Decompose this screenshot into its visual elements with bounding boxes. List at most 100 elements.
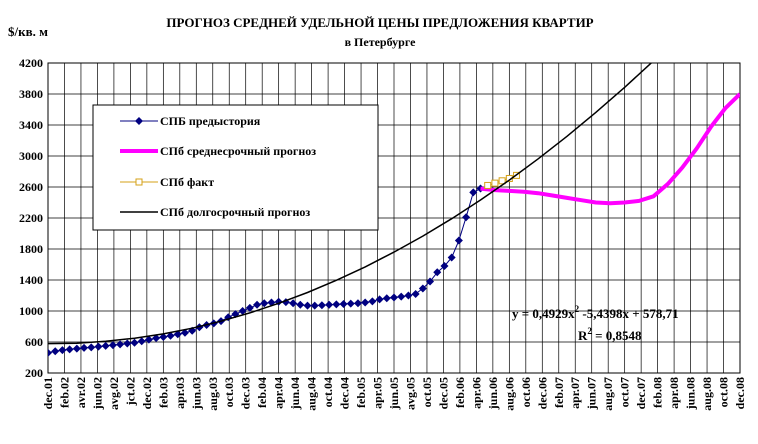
x-tick-label: oct.03 [222, 377, 236, 407]
chart-subtitle: в Петербурге [345, 35, 417, 49]
data-point-diamond [137, 337, 146, 346]
data-point-diamond [144, 335, 153, 344]
x-tick-label: dec.05 [436, 377, 450, 409]
y-tick-label: 1400 [19, 273, 43, 287]
x-tick-label: apr.05 [371, 377, 385, 409]
data-point-diamond [310, 301, 319, 310]
x-tick-label: dec.06 [535, 377, 549, 409]
y-tick-label: 600 [25, 335, 43, 349]
x-tick-label: jun.04 [288, 377, 302, 410]
series-line-3 [48, 63, 653, 345]
x-tick-label: aug.03 [206, 377, 220, 411]
x-tick-label: jun.05 [387, 377, 401, 410]
x-tick-label: oct.05 [420, 377, 434, 407]
x-tick-label: oct.04 [321, 377, 335, 407]
y-axis-ticks: 200 600 1000 1400 1800 2200 2600 3000 3400 3800 42… [19, 56, 43, 380]
data-point-diamond [130, 338, 139, 347]
y-tick-label: 4200 [19, 56, 43, 70]
data-point-diamond [447, 253, 456, 262]
data-point-diamond [101, 341, 110, 350]
x-tick-label: avg.02 [107, 377, 121, 410]
y-tick-label: 1800 [19, 242, 43, 256]
x-tick-label: aug.06 [502, 377, 516, 411]
data-point-diamond [433, 268, 442, 277]
plot-area-border [47, 62, 741, 374]
legend-label: СПБ предыстория [160, 114, 261, 128]
x-tick-label: jun.07 [585, 377, 599, 410]
x-tick-label: apr.03 [173, 377, 187, 409]
r2-suffix: = 0,8548 [592, 328, 642, 343]
x-axis-ticks: dec.01 feb.02 avr.02 jun.02 avg.02 jct.02 dec.… [41, 377, 747, 411]
x-tick-label: apr.08 [667, 377, 681, 409]
x-tick-label: jun.08 [684, 377, 698, 410]
r2-prefix: R [578, 328, 588, 343]
data-point-diamond [51, 347, 60, 356]
data-point-diamond [469, 188, 478, 197]
data-point-diamond [440, 262, 449, 271]
x-tick-label: oct.06 [519, 377, 533, 407]
equation-prefix: y = 0,4929x [512, 306, 575, 321]
data-point-diamond [80, 343, 89, 352]
data-point-diamond [346, 299, 355, 308]
data-point-diamond [390, 293, 398, 302]
x-tick-label: aug.08 [700, 377, 714, 411]
equation-middle: -5,4398x + 578,71 [579, 306, 679, 321]
data-point-diamond [397, 292, 406, 301]
y-tick-label: 3400 [19, 118, 43, 132]
data-point-diamond [94, 342, 103, 351]
x-tick-label: feb.02 [57, 377, 71, 408]
data-point-diamond [382, 294, 391, 303]
data-point-diamond [238, 307, 247, 315]
y-tick-label: 2200 [19, 211, 43, 225]
x-tick-label: feb.06 [453, 377, 467, 408]
data-point-diamond [116, 340, 125, 349]
data-point-diamond [289, 299, 298, 308]
data-point-square [484, 181, 492, 189]
x-tick-label: dec.08 [733, 377, 747, 409]
y-tick-label: 1000 [19, 304, 43, 318]
y-tick-label: 2600 [19, 180, 43, 194]
x-tick-label: dec.04 [338, 377, 352, 409]
x-tick-label: feb.07 [552, 377, 566, 408]
x-tick-label: apr.07 [568, 377, 582, 409]
x-tick-label: avg.05 [403, 377, 417, 410]
data-point-diamond [253, 300, 262, 309]
x-tick-label: dec.01 [41, 377, 55, 409]
data-point-diamond [454, 236, 463, 245]
x-tick-label: oct.07 [618, 377, 632, 407]
data-series [48, 63, 740, 357]
x-tick-label: avr.02 [74, 377, 88, 408]
data-point-diamond [361, 298, 370, 307]
x-tick-label: jun.02 [90, 377, 104, 410]
x-tick-label: aug.04 [305, 377, 319, 411]
data-point-square [498, 177, 506, 185]
data-point-diamond [325, 300, 334, 309]
data-point-diamond [152, 334, 161, 343]
x-tick-label: feb.03 [156, 377, 170, 408]
data-point-diamond [159, 332, 168, 341]
legend: СПБ предыстория СПб среднесрочный прогноз… [92, 104, 379, 231]
legend-swatch-marker [135, 178, 143, 186]
data-point-square [491, 179, 499, 187]
x-tick-label: apr.04 [272, 377, 286, 409]
x-tick-label: dec.02 [140, 377, 154, 409]
data-point-diamond [48, 348, 52, 357]
data-point-diamond [411, 289, 420, 298]
chart-title: ПРОГНОЗ СРЕДНЕЙ УДЕЛЬНОЙ ЦЕНЫ ПРЕДЛОЖЕНИ… [166, 15, 593, 30]
y-axis-unit-label: $/кв. м [8, 24, 48, 39]
series-line-1 [480, 92, 740, 206]
x-tick-label: jun.06 [486, 377, 500, 410]
data-point-diamond [303, 301, 312, 310]
data-point-diamond [173, 330, 182, 339]
x-tick-label: feb.04 [255, 377, 269, 408]
legend-label: СПб факт [160, 175, 214, 189]
data-point-diamond [245, 303, 254, 312]
data-point-diamond [65, 345, 74, 354]
trendline-equation: y = 0,4929x2 -5,4398x + 578,71 R2 = 0,85… [512, 304, 679, 343]
data-point-diamond [404, 291, 413, 300]
svg-text:R2 = 0,8548: R2 = 0,8548 [578, 326, 642, 343]
data-point-diamond [418, 284, 427, 293]
data-point-diamond [317, 301, 326, 310]
x-tick-label: dec.03 [239, 377, 253, 409]
y-tick-label: 3800 [19, 87, 43, 101]
